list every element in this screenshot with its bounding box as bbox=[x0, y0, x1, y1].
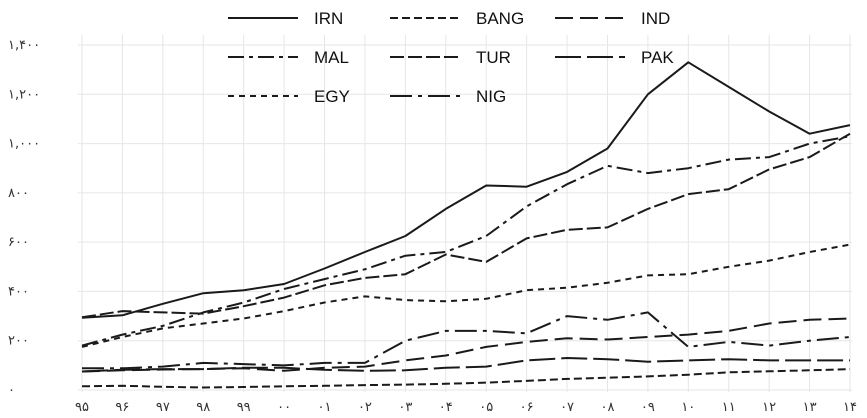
series-line-tur bbox=[81, 132, 851, 319]
legend-label: IRN bbox=[314, 9, 343, 28]
x-tick-label: ۹۵ bbox=[75, 400, 89, 415]
y-tick-label: ۴۰۰ bbox=[8, 284, 29, 299]
x-tick-label: ۹۹ bbox=[237, 400, 251, 415]
x-tick-label: ۰۰ bbox=[277, 400, 291, 415]
x-tick-label: ۹۷ bbox=[156, 400, 170, 415]
series-line-nig bbox=[82, 311, 851, 370]
y-tick-label: ۶۰۰ bbox=[8, 235, 29, 250]
series-line-mal bbox=[81, 135, 851, 347]
series-line-bang bbox=[81, 368, 851, 389]
series-line-irn bbox=[81, 61, 851, 319]
x-tick-label: ۱۰ bbox=[681, 400, 695, 415]
x-tick-label: ۱۳ bbox=[803, 400, 817, 415]
y-tick-label: ۱,۲۰۰ bbox=[8, 87, 40, 102]
legend-item-nig: NIG bbox=[390, 87, 506, 106]
x-tick-label: ۹۸ bbox=[196, 400, 210, 415]
x-tick-label: ۱۴ bbox=[843, 400, 857, 415]
series-lines bbox=[81, 61, 851, 389]
x-tick-label: ۰۴ bbox=[439, 400, 453, 415]
y-tick-label: ۱,۴۰۰ bbox=[8, 38, 40, 53]
y-tick-label: ۰ bbox=[8, 383, 15, 398]
legend-item-irn: IRN bbox=[228, 9, 343, 28]
x-tick-label: ۱۱ bbox=[722, 400, 736, 415]
legend-item-pak: PAK bbox=[555, 48, 674, 67]
legend-label: IND bbox=[641, 9, 670, 28]
x-tick-label: ۰۱ bbox=[318, 400, 332, 415]
legend-label: PAK bbox=[641, 48, 674, 67]
legend-item-tur: TUR bbox=[390, 48, 511, 67]
x-tick-label: ۰۵ bbox=[479, 400, 493, 415]
legend-label: MAL bbox=[314, 48, 349, 67]
x-tick-label: ۰۸ bbox=[600, 400, 614, 415]
legend-label: BANG bbox=[476, 9, 524, 28]
gridlines bbox=[78, 35, 852, 392]
y-tick-label: ۸۰۰ bbox=[8, 186, 29, 201]
y-axis-ticks: ۰ ۲۰۰ ۴۰۰ ۶۰۰ ۸۰۰ ۱,۰۰۰ ۱,۲۰۰ ۱,۴۰۰ bbox=[8, 38, 40, 398]
x-tick-label: ۱۲ bbox=[762, 400, 776, 415]
legend-item-bang: BANG bbox=[390, 9, 524, 28]
y-tick-label: ۲۰۰ bbox=[8, 334, 29, 349]
legend-label: NIG bbox=[476, 87, 506, 106]
series-line-egy bbox=[81, 243, 851, 348]
y-tick-label: ۱,۰۰۰ bbox=[8, 137, 40, 152]
legend: IRN BANG IND MAL TUR PAK EGY NIG bbox=[228, 9, 674, 106]
x-tick-label: ۰۶ bbox=[520, 400, 534, 415]
x-tick-label: ۰۹ bbox=[641, 400, 655, 415]
legend-label: TUR bbox=[476, 48, 511, 67]
legend-item-ind: IND bbox=[555, 9, 670, 28]
x-tick-label: ۰۷ bbox=[560, 400, 574, 415]
legend-item-egy: EGY bbox=[228, 87, 350, 106]
x-tick-label: ۹۶ bbox=[115, 400, 129, 415]
x-axis-ticks: ۹۵ ۹۶ ۹۷ ۹۸ ۹۹ ۰۰ ۰۱ ۰۲ ۰۳ ۰۴ ۰۵ ۰۶ ۰۷ ۰۸ ۰۹ ۱۰ ۱۱ ۱۲ ۱۳ ۱۴ bbox=[75, 400, 857, 415]
legend-item-mal: MAL bbox=[228, 48, 349, 67]
x-tick-label: ۰۲ bbox=[358, 400, 372, 415]
series-line-pak bbox=[81, 357, 850, 373]
legend-label: EGY bbox=[314, 87, 350, 106]
x-tick-label: ۰۳ bbox=[398, 400, 412, 415]
